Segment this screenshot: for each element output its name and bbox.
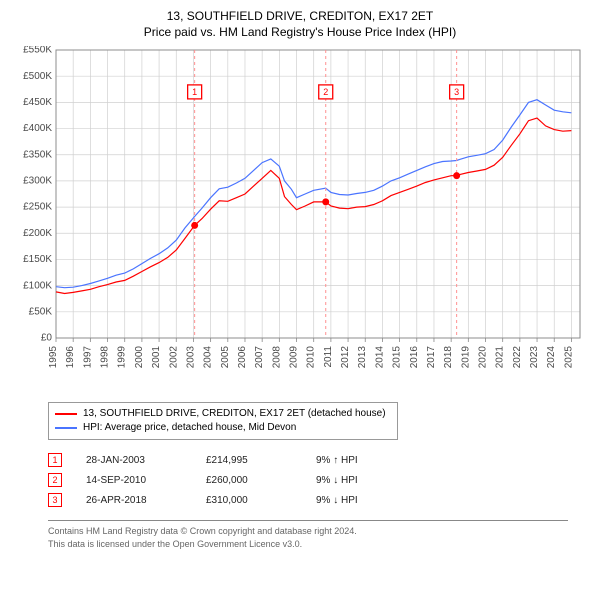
chart-svg: £0 £50K £100K £150K £200K £250K £300K £350K £400… xyxy=(10,46,590,396)
x-tick-label: 2015 xyxy=(392,346,403,369)
y-tick-label: £450K xyxy=(23,97,52,108)
sales-table: 1 28-JAN-2003£214,9959% ↑ HPI 2 14-SEP-2010… xyxy=(48,450,590,510)
legend-label-hpi: HPI: Average price, detached house, Mid … xyxy=(83,421,296,435)
y-tick-label: £250K xyxy=(23,202,52,213)
x-tick-label: 2014 xyxy=(374,346,385,369)
x-tick-label: 2011 xyxy=(323,346,334,368)
sale-marker-number: 3 xyxy=(454,87,459,97)
legend-label-property: 13, SOUTHFIELD DRIVE, CREDITON, EX17 2ET… xyxy=(83,407,386,421)
x-tick-label: 2023 xyxy=(529,346,540,369)
attribution: Contains HM Land Registry data © Crown c… xyxy=(48,520,568,549)
sale-price: £260,000 xyxy=(206,475,316,486)
sales-row: 1 28-JAN-2003£214,9959% ↑ HPI xyxy=(48,450,590,470)
sale-hpi: 9% ↓ HPI xyxy=(316,495,406,506)
x-tick-label: 2006 xyxy=(237,346,248,369)
legend-item-hpi: HPI: Average price, detached house, Mid … xyxy=(55,421,391,435)
sale-date: 26-APR-2018 xyxy=(86,495,206,506)
sales-row: 3 26-APR-2018£310,0009% ↓ HPI xyxy=(48,490,590,510)
x-tick-label: 2007 xyxy=(254,346,265,369)
legend-swatch-property xyxy=(55,413,77,415)
x-tick-label: 2017 xyxy=(426,346,437,369)
x-tick-label: 2004 xyxy=(203,346,214,369)
y-tick-label: £200K xyxy=(23,228,52,239)
y-tick-label: £550K xyxy=(23,46,52,56)
sale-marker-icon: 2 xyxy=(48,473,62,487)
x-tick-label: 2024 xyxy=(546,346,557,369)
x-tick-label: 2016 xyxy=(409,346,420,369)
y-tick-label: £350K xyxy=(23,150,52,161)
chart-title-line2: Price paid vs. HM Land Registry's House … xyxy=(10,24,590,40)
sale-hpi: 9% ↓ HPI xyxy=(316,475,406,486)
x-tick-label: 2009 xyxy=(289,346,300,369)
plot-area xyxy=(56,50,580,338)
line-chart: £0 £50K £100K £150K £200K £250K £300K £350K £400… xyxy=(10,46,590,396)
x-tick-label: 2022 xyxy=(512,346,523,369)
chart-title-line1: 13, SOUTHFIELD DRIVE, CREDITON, EX17 2ET xyxy=(10,8,590,24)
attribution-line1: Contains HM Land Registry data © Crown c… xyxy=(48,525,568,537)
sale-marker-number: 1 xyxy=(192,87,197,97)
sale-marker-icon: 1 xyxy=(48,453,62,467)
legend-item-property: 13, SOUTHFIELD DRIVE, CREDITON, EX17 2ET… xyxy=(55,407,391,421)
x-tick-label: 2000 xyxy=(134,346,145,369)
x-tick-label: 1999 xyxy=(117,346,128,369)
x-tick-label: 1998 xyxy=(100,346,111,369)
x-tick-label: 2002 xyxy=(168,346,179,369)
sales-row: 2 14-SEP-2010£260,0009% ↓ HPI xyxy=(48,470,590,490)
sale-dot-icon xyxy=(322,199,329,206)
sale-dot-icon xyxy=(453,173,460,180)
x-tick-label: 2021 xyxy=(495,346,506,369)
x-tick-label: 2003 xyxy=(185,346,196,369)
x-tick-label: 2010 xyxy=(306,346,317,369)
x-tick-label: 2020 xyxy=(478,346,489,369)
x-tick-label: 1996 xyxy=(65,346,76,369)
x-tick-label: 2005 xyxy=(220,346,231,369)
sale-marker-number: 2 xyxy=(323,87,328,97)
legend: 13, SOUTHFIELD DRIVE, CREDITON, EX17 2ET… xyxy=(48,402,398,440)
x-tick-label: 2012 xyxy=(340,346,351,369)
sale-date: 28-JAN-2003 xyxy=(86,455,206,466)
x-tick-label: 2025 xyxy=(563,346,574,369)
sale-dot-icon xyxy=(191,222,198,229)
x-tick-label: 2001 xyxy=(151,346,162,369)
sale-marker-icon: 3 xyxy=(48,493,62,507)
y-tick-label: £400K xyxy=(23,124,52,135)
sale-price: £214,995 xyxy=(206,455,316,466)
y-tick-label: £50K xyxy=(29,307,53,318)
y-tick-label: £500K xyxy=(23,71,52,82)
y-tick-label: £300K xyxy=(23,176,52,187)
x-tick-label: 2008 xyxy=(271,346,282,369)
x-tick-label: 2019 xyxy=(460,346,471,369)
sale-date: 14-SEP-2010 xyxy=(86,475,206,486)
x-tick-label: 1997 xyxy=(82,346,93,369)
x-tick-label: 2018 xyxy=(443,346,454,369)
y-tick-label: £150K xyxy=(23,254,52,265)
y-tick-label: £100K xyxy=(23,281,52,292)
sale-hpi: 9% ↑ HPI xyxy=(316,455,406,466)
y-tick-label: £0 xyxy=(41,333,53,344)
x-tick-label: 1995 xyxy=(48,346,59,369)
x-tick-label: 2013 xyxy=(357,346,368,369)
attribution-line2: This data is licensed under the Open Gov… xyxy=(48,538,568,550)
legend-swatch-hpi xyxy=(55,427,77,429)
sale-price: £310,000 xyxy=(206,495,316,506)
